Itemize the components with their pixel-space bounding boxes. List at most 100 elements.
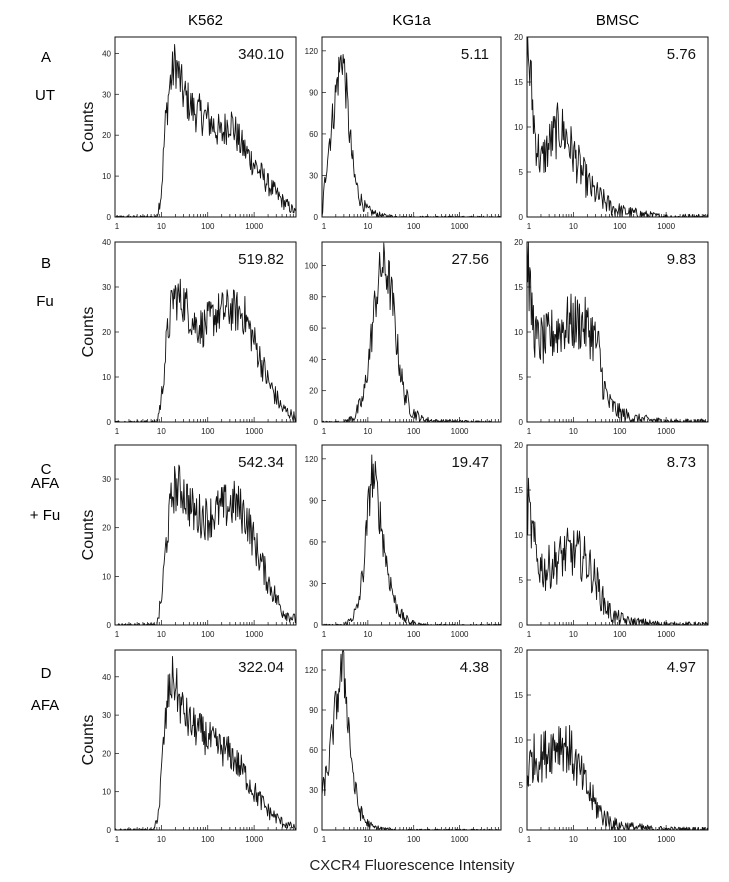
y-tick-label: 10	[102, 572, 111, 581]
x-tick-label: 10	[157, 427, 166, 436]
y-tick-label: 0	[519, 621, 524, 630]
y-tick-label: 0	[519, 826, 524, 835]
y-tick-label: 5	[519, 781, 524, 790]
x-tick-label: 1	[322, 222, 327, 231]
x-tick-label: 10	[157, 222, 166, 231]
histogram-panel: 1 10 100 1000 0 10 20 30 40 519.82	[102, 238, 297, 436]
mfi-value: 19.47	[451, 454, 489, 471]
y-tick-label: 20	[309, 387, 318, 396]
panel-letter: A	[41, 49, 51, 66]
y-tick-label: 10	[102, 172, 111, 181]
y-tick-label: 0	[314, 418, 319, 427]
y-tick-label: 30	[309, 171, 318, 180]
y-tick-label: 30	[309, 579, 318, 588]
x-tick-label: 1000	[657, 630, 675, 639]
y-tick-label: 30	[102, 90, 111, 99]
y-tick-label: 0	[314, 826, 319, 835]
treatment-label: AFA	[31, 697, 59, 714]
y-tick-label: 0	[107, 621, 112, 630]
y-tick-label: 15	[514, 283, 523, 292]
panel-frame	[114, 241, 297, 423]
y-tick-label: 30	[102, 711, 111, 720]
x-tick-label: 10	[363, 222, 372, 231]
column-title: K562	[188, 12, 223, 29]
x-tick-label: 100	[407, 835, 421, 844]
y-tick-label: 0	[519, 418, 524, 427]
x-tick-label: 100	[407, 222, 421, 231]
y-tick-label: 0	[107, 418, 112, 427]
panel-letter: C	[41, 461, 52, 478]
treatment-label: Fu	[36, 293, 54, 310]
x-tick-label: 10	[569, 835, 578, 844]
x-tick-label: 100	[201, 835, 215, 844]
y-tick-label: 15	[514, 78, 523, 87]
y-tick-label: 10	[514, 736, 523, 745]
y-tick-label: 60	[309, 324, 318, 333]
y-axis-label: Counts	[80, 715, 97, 766]
x-tick-label: 1000	[657, 222, 675, 231]
y-tick-label: 20	[102, 524, 111, 533]
x-tick-label: 100	[613, 427, 627, 436]
y-tick-label: 40	[102, 49, 111, 58]
x-tick-label: 10	[363, 427, 372, 436]
panel-frame	[321, 444, 502, 626]
y-tick-label: 20	[514, 646, 523, 655]
histogram-trace	[321, 649, 501, 831]
histogram-trace	[321, 242, 501, 423]
mfi-value: 542.34	[238, 454, 284, 471]
histogram-trace	[321, 454, 502, 626]
y-tick-label: 40	[102, 238, 111, 247]
x-tick-label: 1	[527, 835, 532, 844]
y-tick-label: 0	[107, 826, 112, 835]
y-axis-label: Counts	[80, 307, 97, 358]
histogram-panel: 1 10 100 1000 0 30 60 90 120 19.47	[305, 444, 502, 639]
histogram-panel: 1 10 100 1000 0 10 20 30 40 340.10	[102, 36, 297, 231]
y-tick-label: 0	[314, 621, 319, 630]
histogram-panel: 1 10 100 1000 0 5 10 15 20 8.73	[514, 441, 709, 639]
y-tick-label: 20	[102, 749, 111, 758]
y-tick-label: 10	[102, 788, 111, 797]
y-tick-label: 10	[102, 373, 111, 382]
y-tick-label: 10	[514, 123, 523, 132]
treatment-label: AFA	[31, 475, 59, 492]
y-tick-label: 30	[309, 786, 318, 795]
x-tick-label: 10	[157, 630, 166, 639]
x-tick-label: 1	[115, 630, 120, 639]
histogram-trace	[114, 278, 297, 423]
y-axis-label: Counts	[80, 510, 97, 561]
panel-letter: D	[41, 665, 52, 682]
x-tick-label: 10	[157, 835, 166, 844]
histogram-trace	[526, 241, 709, 423]
x-tick-label: 100	[201, 222, 215, 231]
y-tick-label: 15	[514, 486, 523, 495]
y-tick-label: 5	[519, 168, 524, 177]
x-tick-label: 10	[569, 222, 578, 231]
x-tick-label: 1000	[451, 427, 469, 436]
histogram-trace	[526, 477, 709, 626]
mfi-value: 9.83	[667, 251, 696, 268]
x-tick-label: 1	[115, 222, 120, 231]
histogram-panel: 1 10 100 1000 0 5 10 15 20 4.97	[514, 646, 709, 844]
histogram-panel: 1 10 100 1000 0 5 10 15 20 9.83	[514, 238, 709, 436]
x-tick-label: 100	[407, 630, 421, 639]
mfi-value: 519.82	[238, 251, 284, 268]
mfi-value: 5.11	[461, 46, 489, 63]
mfi-value: 8.73	[667, 454, 696, 471]
y-tick-label: 100	[305, 261, 319, 270]
x-tick-label: 1	[527, 222, 532, 231]
histogram-panel: 1 10 100 1000 0 30 60 90 120 4.38	[305, 649, 502, 844]
x-tick-label: 100	[407, 427, 421, 436]
x-tick-label: 1000	[657, 835, 675, 844]
x-tick-label: 1	[115, 835, 120, 844]
x-tick-label: 1	[322, 427, 327, 436]
y-tick-label: 120	[305, 47, 319, 56]
y-tick-label: 20	[514, 33, 523, 42]
histogram-trace	[115, 464, 297, 626]
histogram-panel: 1 10 100 1000 0 30 60 90 120 5.11	[305, 36, 502, 231]
y-tick-label: 40	[309, 355, 318, 364]
panel-letter: B	[41, 255, 51, 272]
y-axis-label: Counts	[80, 102, 97, 153]
y-tick-label: 20	[514, 238, 523, 247]
y-tick-label: 0	[519, 213, 524, 222]
